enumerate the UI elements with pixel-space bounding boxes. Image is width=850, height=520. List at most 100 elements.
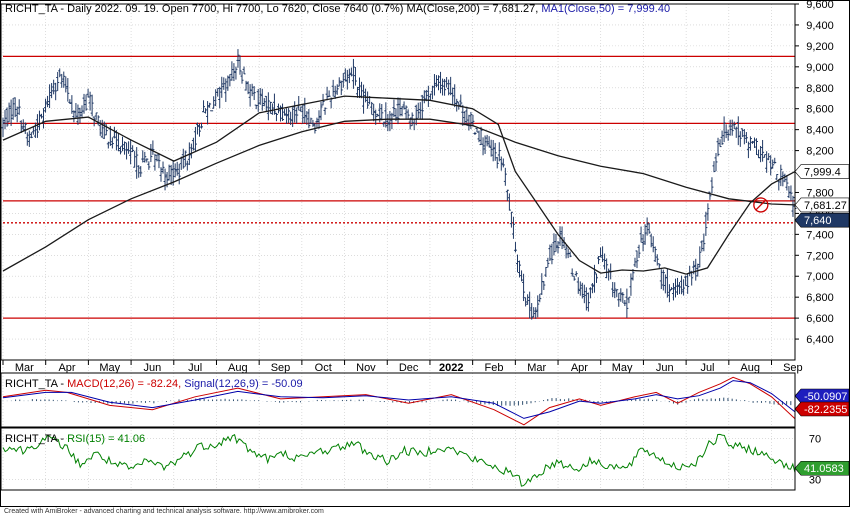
ohlc-bar <box>722 116 726 143</box>
ohlc-bar <box>414 104 418 126</box>
ohlc-bar <box>228 74 232 87</box>
crossover-marker-slash <box>755 199 767 211</box>
ohlc-bar <box>400 106 404 117</box>
ohlc-bar <box>19 120 23 133</box>
ohlc-bar <box>331 79 335 97</box>
ohlc-bar <box>254 104 258 110</box>
ohlc-bar <box>94 112 98 120</box>
x-tick-label: Oct <box>315 362 332 374</box>
signal-value-badge-shape <box>794 388 850 404</box>
ohlc-bar <box>712 161 716 173</box>
ohlc-bar <box>293 101 297 123</box>
x-tick-label: Aug <box>228 362 248 374</box>
y-tick-label: 9,400 <box>806 20 834 32</box>
ohlc-bar <box>232 63 236 82</box>
ohlc-bar <box>441 78 445 96</box>
ohlc-bar <box>299 106 303 112</box>
ohlc-bar <box>509 211 513 228</box>
ohlc-bar <box>734 126 738 138</box>
ohlc-bar <box>471 114 475 127</box>
ohlc-bar <box>748 136 752 151</box>
ohlc-bar <box>475 127 479 133</box>
x-tick-label: Nov <box>356 362 376 374</box>
ohlc-bar <box>635 250 639 269</box>
ohlc-bar <box>623 300 627 307</box>
ma-value-badge: 7,681.27 <box>794 197 850 213</box>
ohlc-bar <box>633 257 637 268</box>
rsi-pane-title: RICHT_TA - RSI(15) = 41.06 <box>5 433 145 445</box>
ohlc-bar <box>534 307 538 319</box>
ohlc-bar <box>439 71 443 94</box>
ohlc-bar <box>185 160 189 171</box>
ohlc-bar <box>260 88 264 111</box>
ohlc-bar <box>125 142 129 160</box>
ohlc-bar <box>767 153 771 161</box>
ohlc-bar <box>321 93 325 106</box>
frame-layer <box>0 0 850 507</box>
ohlc-bar <box>522 273 526 302</box>
ohlc-bar <box>651 236 655 253</box>
ohlc-bar <box>505 189 509 202</box>
ohlc-bar <box>171 160 175 186</box>
ohlc-bar <box>459 94 463 108</box>
ohlc-bar <box>639 226 643 243</box>
ohlc-bar <box>613 282 617 299</box>
ohlc-bar <box>64 76 68 93</box>
x-tick-label: Apr <box>571 362 588 374</box>
ohlc-bar <box>412 118 416 131</box>
ma-value-badge-text: 7,681.27 <box>804 200 847 212</box>
ohlc-bar <box>193 126 197 153</box>
ohlc-bar <box>283 109 287 116</box>
ohlc-bar <box>311 119 315 127</box>
ohlc-bar <box>262 98 266 107</box>
ohlc-bar <box>200 122 204 129</box>
footer-credit: Created with AmiBroker - advanced charti… <box>4 508 324 515</box>
ohlc-bar <box>236 49 240 68</box>
ohlc-bar <box>386 113 390 132</box>
ohlc-bar <box>491 140 495 162</box>
ohlc-bar <box>552 233 556 256</box>
ohlc-bar <box>123 141 127 155</box>
ohlc-bar <box>787 186 791 199</box>
ma-value-badge-shape <box>794 164 850 179</box>
rsi-value-badge: 41.0583 <box>794 460 850 476</box>
ohlc-bar <box>434 75 438 88</box>
ohlc-bar <box>744 132 748 144</box>
ohlc-bar <box>530 303 534 320</box>
ohlc-bar <box>694 258 698 281</box>
ohlc-bar <box>208 102 212 108</box>
ohlc-bar <box>643 224 647 245</box>
ohlc-bar <box>177 163 181 185</box>
ohlc-bar <box>447 79 451 96</box>
ohlc-bar <box>167 164 171 181</box>
ohlc-bar <box>325 86 329 101</box>
ohlc-bar <box>738 131 742 147</box>
ohlc-bar <box>676 277 680 295</box>
x-tick-label: Mar <box>15 362 34 374</box>
ohlc-bar <box>473 131 477 135</box>
ohlc-bar <box>341 73 345 88</box>
ohlc-bar <box>582 284 586 304</box>
ohlc-bar <box>351 58 355 89</box>
ohlc-bar <box>601 246 605 263</box>
ohlc-bar <box>86 88 90 98</box>
price-pane-title: RICHT_TA - Daily 2022. 09. 19. Open 7700… <box>5 3 670 15</box>
ohlc-bar <box>548 244 552 261</box>
ohlc-bar <box>212 96 216 109</box>
ohlc-bar <box>461 104 465 126</box>
ohlc-bar <box>56 71 60 91</box>
ohlc-bar <box>629 273 633 296</box>
x-tick-label: May <box>99 362 120 374</box>
labels-layer: Mar Apr May Jun Jul Aug Sep Oct Nov Dec 2022 Feb Mar… <box>15 0 850 487</box>
ohlc-bar <box>76 104 80 125</box>
ohlc-bar <box>106 141 110 149</box>
ohlc-bar <box>627 296 631 304</box>
x-tick-label: Aug <box>740 362 760 374</box>
y-tick-label: 7,800 <box>806 187 834 199</box>
ohlc-bar <box>70 95 74 114</box>
ohlc-bar <box>46 95 50 108</box>
ohlc-bar <box>647 222 651 234</box>
grid-layer <box>2 3 795 490</box>
ohlc-bar <box>268 101 272 114</box>
ohlc-bar <box>309 117 313 124</box>
